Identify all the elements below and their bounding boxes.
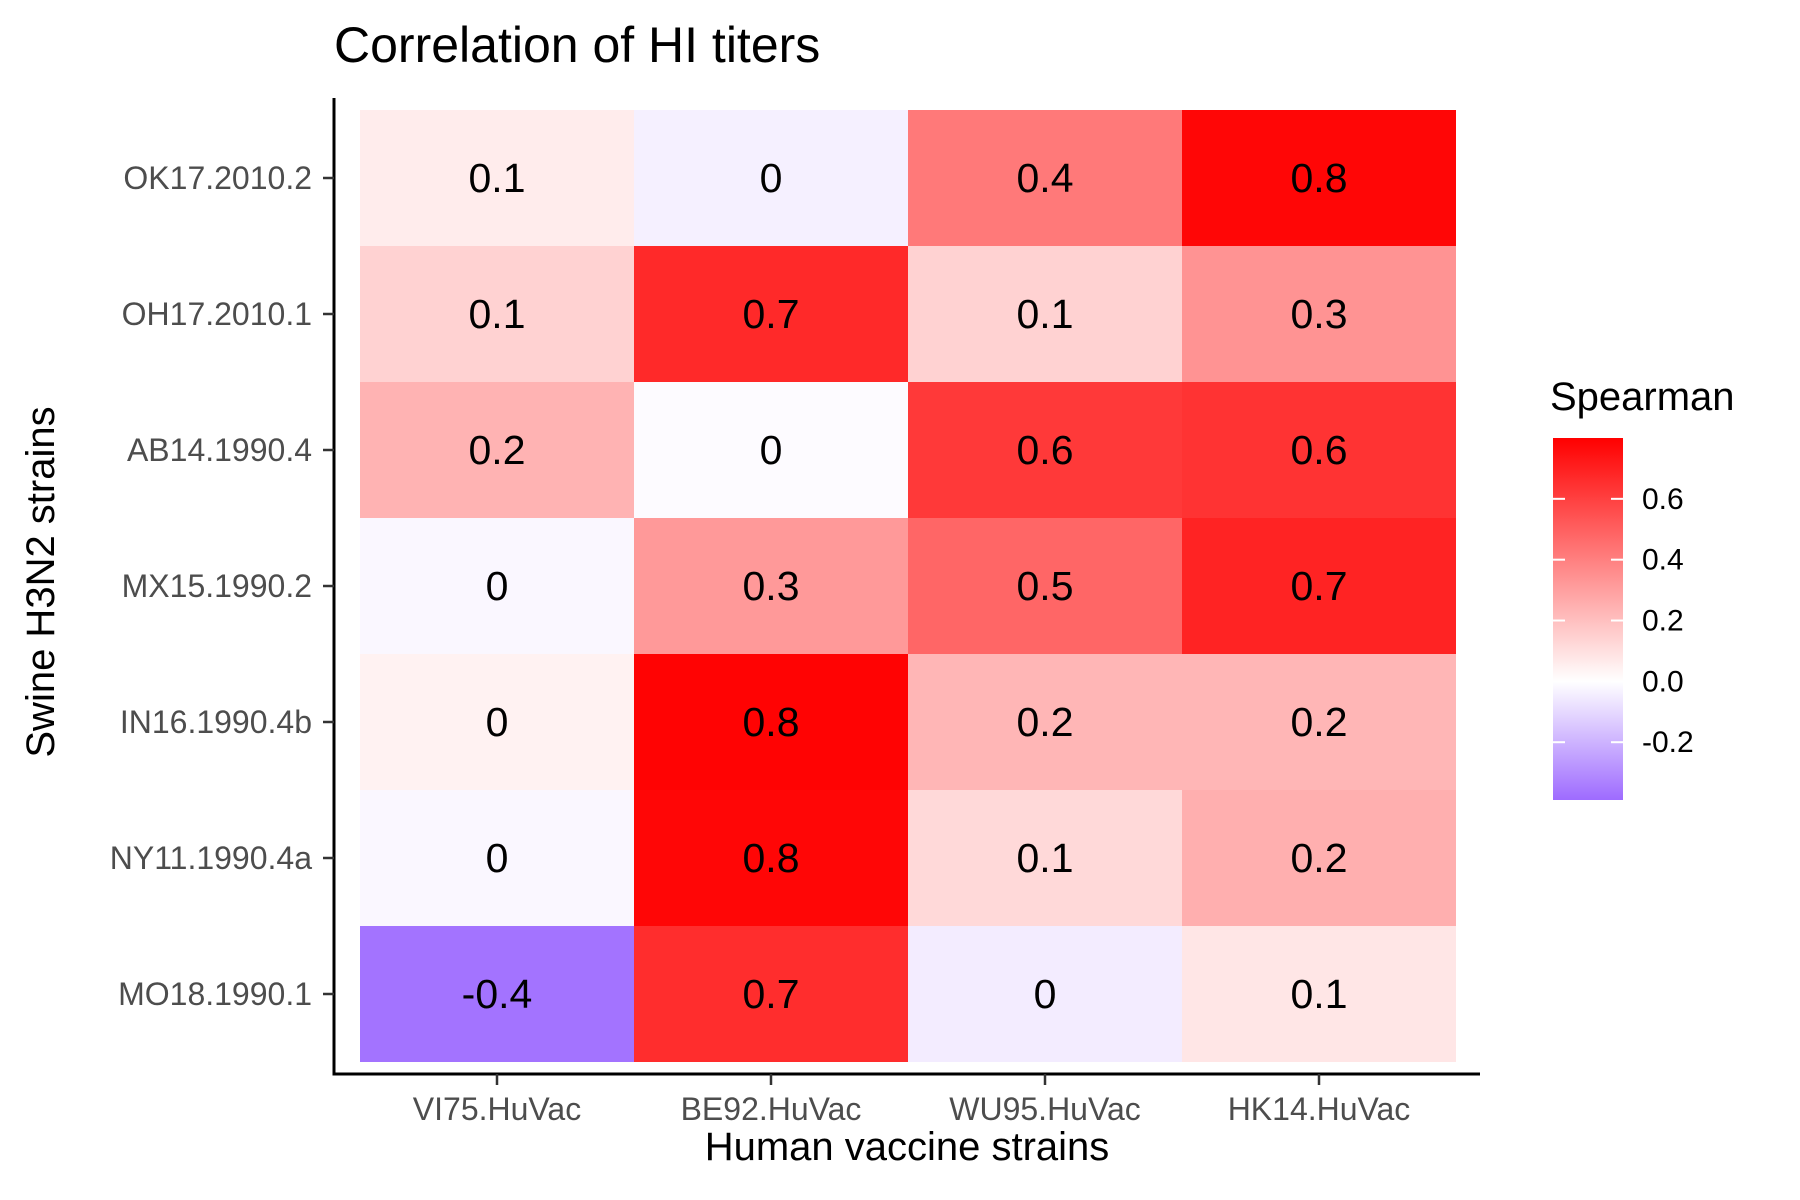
heatmap-cell (360, 246, 634, 382)
legend-tick-label: -0.2 (1642, 726, 1694, 759)
y-axis-ticks: OK17.2010.2 OH17.2010.1 AB14.1990.4 MX15.19… (110, 160, 334, 1012)
cell-value-label: 0.2 (1017, 699, 1074, 745)
cell-value-label: 0 (486, 699, 509, 745)
heatmap-cell (1182, 382, 1456, 518)
x-tick-label: WU95.HuVac (949, 1091, 1140, 1127)
legend-title: Spearman (1550, 375, 1735, 419)
cell-value-label: 0.2 (1291, 699, 1348, 745)
cell-value-label: 0 (486, 563, 509, 609)
legend-ticks: 0.6 0.4 0.2 0.0 -0.2 (1553, 483, 1694, 759)
cell-value-label: 0.6 (1017, 427, 1074, 473)
cell-value-label: 0.7 (1291, 563, 1348, 609)
cell-value-label: 0.4 (1017, 155, 1074, 201)
cell-value-label: 0.8 (743, 699, 800, 745)
heatmap-cells (360, 110, 1456, 1062)
heatmap-cell (1182, 926, 1456, 1062)
legend-tick-label: 0.2 (1642, 605, 1684, 638)
heatmap-cell (1182, 110, 1456, 246)
heatmap-cell (908, 518, 1182, 654)
x-tick-label: BE92.HuVac (681, 1091, 862, 1127)
legend: Spearman 0.6 0.4 0.2 0.0 -0.2 (1550, 375, 1735, 800)
cell-value-label: 0.6 (1291, 427, 1348, 473)
heatmap-cell (360, 518, 634, 654)
cell-value-label: 0.8 (1291, 155, 1348, 201)
y-tick-label: OH17.2010.1 (122, 296, 312, 332)
y-axis-title: Swine H3N2 strains (19, 406, 63, 757)
chart-title: Correlation of HI titers (334, 17, 820, 73)
cell-value-label: -0.4 (462, 971, 533, 1017)
cell-value-label: 0.2 (1291, 835, 1348, 881)
heatmap-cell (360, 110, 634, 246)
heatmap-cell (908, 654, 1182, 790)
cell-value-label: 0.8 (743, 835, 800, 881)
cell-value-label: 0 (760, 155, 783, 201)
heatmap-cell (908, 382, 1182, 518)
heatmap-cell (360, 654, 634, 790)
cell-value-label: 0.3 (1291, 291, 1348, 337)
heatmap-cell (634, 790, 908, 926)
legend-tick-label: 0.0 (1642, 665, 1684, 698)
legend-colorbar (1553, 438, 1623, 800)
y-tick-label: MX15.1990.2 (122, 568, 312, 604)
y-tick-label: NY11.1990.4a (110, 840, 312, 876)
heatmap-cell (360, 382, 634, 518)
cell-value-label: 0.5 (1017, 563, 1074, 609)
x-axis-ticks: VI75.HuVac BE92.HuVac WU95.HuVac HK14.HuVac (413, 1074, 1411, 1127)
heatmap-cell (634, 518, 908, 654)
heatmap-cell (1182, 654, 1456, 790)
heatmap-cell (360, 790, 634, 926)
heatmap-cell (634, 110, 908, 246)
y-tick-label: OK17.2010.2 (123, 160, 312, 196)
heatmap-cell (634, 926, 908, 1062)
heatmap-cell (908, 926, 1182, 1062)
y-tick-label: IN16.1990.4b (120, 704, 312, 740)
cell-value-label: 0.1 (469, 155, 526, 201)
cell-value-label: 0.1 (469, 291, 526, 337)
x-tick-label: VI75.HuVac (413, 1091, 581, 1127)
x-axis-title: Human vaccine strains (705, 1125, 1110, 1169)
y-tick-label: MO18.1990.1 (118, 976, 312, 1012)
cell-value-label: 0.7 (743, 971, 800, 1017)
heatmap-cell (908, 110, 1182, 246)
legend-tick-label: 0.6 (1642, 483, 1684, 516)
heatmap-cell (1182, 518, 1456, 654)
y-tick-label: AB14.1990.4 (127, 432, 312, 468)
cell-value-label: 0.7 (743, 291, 800, 337)
cell-value-label: 0.1 (1291, 971, 1348, 1017)
cell-value-label: 0 (486, 835, 509, 881)
cell-value-label: 0.1 (1017, 291, 1074, 337)
heatmap-cell (908, 790, 1182, 926)
x-tick-label: HK14.HuVac (1228, 1091, 1411, 1127)
cell-value-label: 0.2 (469, 427, 526, 473)
heatmap-cell (908, 246, 1182, 382)
cell-value-label: 0.3 (743, 563, 800, 609)
heatmap-cell (634, 382, 908, 518)
cell-value-label: 0 (1034, 971, 1057, 1017)
heatmap-cell (1182, 246, 1456, 382)
heatmap-cell (634, 654, 908, 790)
cell-value-label: 0.1 (1017, 835, 1074, 881)
heatmap-cell (1182, 790, 1456, 926)
cell-value-label: 0 (760, 427, 783, 473)
heatmap-cell (360, 926, 634, 1062)
heatmap-cell-labels: 0.1 0 0.4 0.8 0.1 0.7 0.1 0.3 0.2 0 0.6 0.6 0 0.3 0.5 0… (462, 155, 1348, 1017)
heatmap-cell (634, 246, 908, 382)
legend-tick-label: 0.4 (1642, 544, 1684, 577)
